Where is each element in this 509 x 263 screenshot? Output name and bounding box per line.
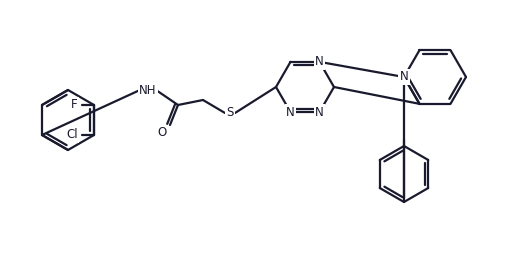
Text: O: O xyxy=(158,127,167,139)
Text: N: N xyxy=(400,70,408,83)
Text: N: N xyxy=(315,106,324,119)
Text: N: N xyxy=(286,106,295,119)
Text: F: F xyxy=(71,99,78,112)
Text: NH: NH xyxy=(139,83,157,97)
Text: Cl: Cl xyxy=(66,129,78,141)
Text: N: N xyxy=(315,55,324,68)
Text: S: S xyxy=(227,107,234,119)
